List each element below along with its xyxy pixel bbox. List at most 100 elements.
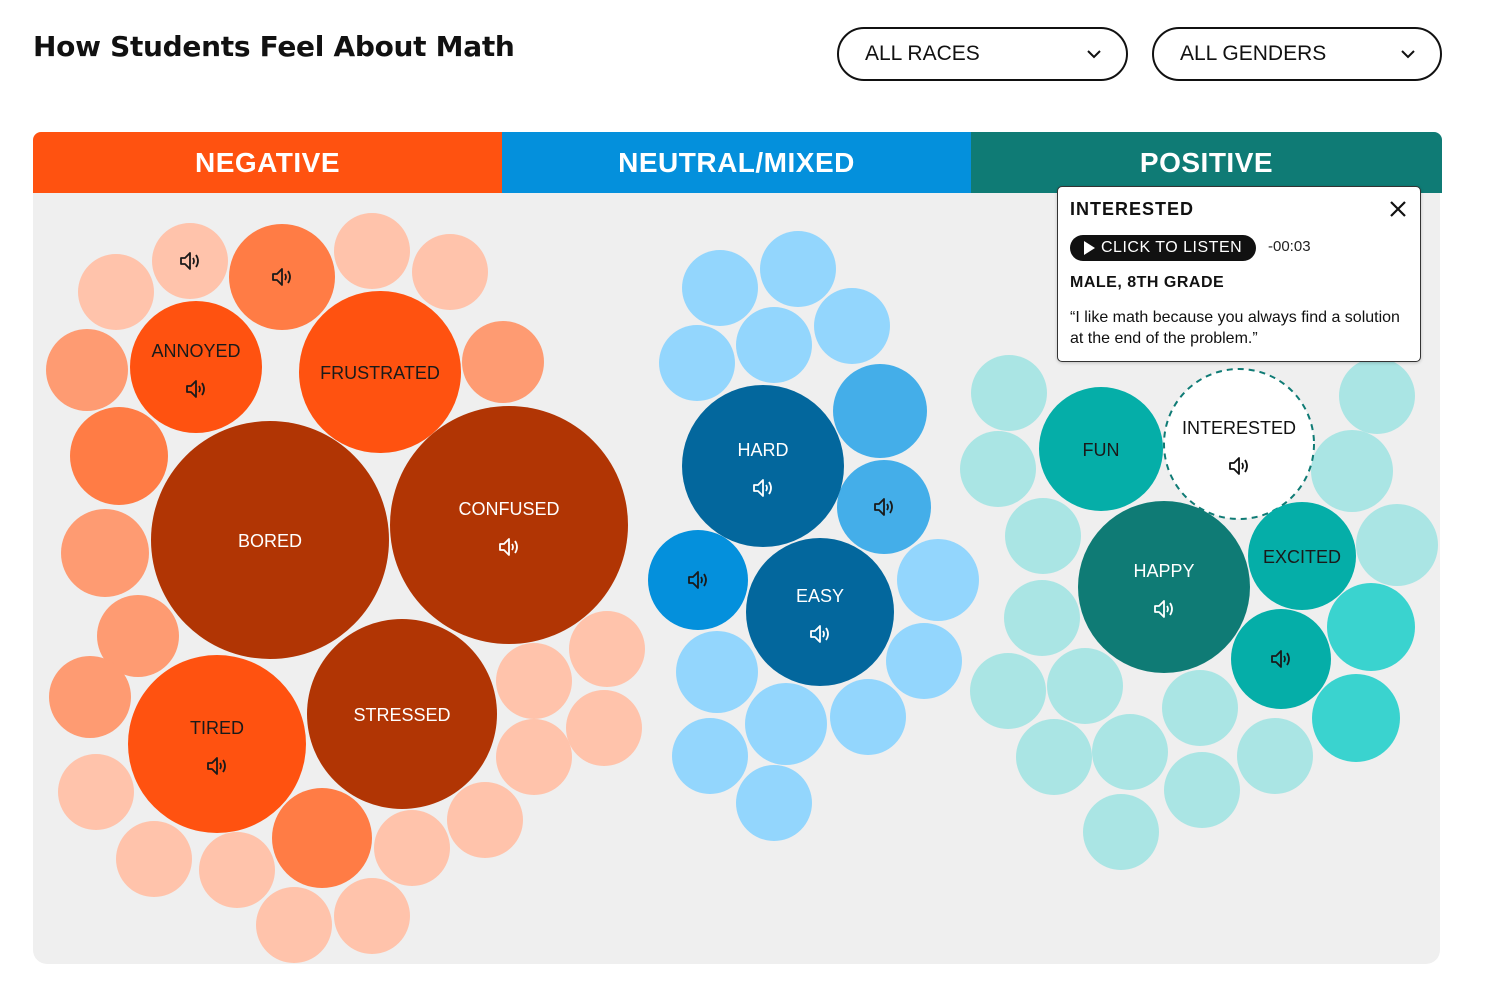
speaker-icon	[186, 380, 205, 398]
bubble-happy[interactable]: HAPPY	[1078, 501, 1250, 673]
bubble	[886, 623, 962, 699]
bubble	[116, 821, 192, 897]
gender-filter-value: ALL GENDERS	[1180, 42, 1327, 65]
bubble	[1005, 498, 1081, 574]
speaker-icon	[688, 571, 707, 589]
bubble	[97, 595, 179, 677]
bubble-label: HARD	[737, 440, 788, 460]
speaker-icon	[207, 757, 226, 775]
bubble	[199, 832, 275, 908]
bubble-frustrated[interactable]: FRUSTRATED	[299, 291, 461, 453]
bubble-label: INTERESTED	[1182, 418, 1296, 438]
respondent-quote: “I like math because you always find a s…	[1070, 309, 1400, 347]
speaker-icon	[1271, 650, 1290, 668]
labeled-bubbles: BORED CONFUSED STRESSED TIRED FRUSTRATED ANNO…	[128, 291, 1356, 833]
speaker-icon	[753, 479, 772, 497]
bubble-label: TIRED	[190, 718, 244, 738]
audio-bubble[interactable]	[648, 530, 748, 630]
bubble	[78, 254, 154, 330]
bubble	[1004, 580, 1080, 656]
bubble-easy[interactable]: EASY	[746, 538, 894, 686]
bubble	[462, 321, 544, 403]
bubble	[814, 288, 890, 364]
bubble-label: STRESSED	[353, 705, 450, 725]
speaker-icon	[810, 625, 829, 643]
bubble	[659, 325, 735, 401]
tooltip-title: INTERESTED	[1070, 199, 1195, 219]
bubble	[676, 631, 758, 713]
bubble	[960, 431, 1036, 507]
bubble	[1311, 430, 1393, 512]
bubble-excited[interactable]: EXCITED	[1248, 502, 1356, 610]
speaker-icon	[180, 252, 199, 270]
bubble	[1339, 358, 1415, 434]
speaker-icon	[1154, 600, 1173, 618]
bubble	[1327, 583, 1415, 671]
race-filter-value: ALL RACES	[865, 42, 980, 65]
category-header-negative: NEGATIVE	[33, 132, 502, 193]
audio-bubble[interactable]	[1231, 609, 1331, 709]
bubble	[58, 754, 134, 830]
bubble	[374, 810, 450, 886]
gender-filter-dropdown[interactable]: ALL GENDERS	[1152, 27, 1442, 81]
bubble	[412, 234, 488, 310]
bubble-hard[interactable]: HARD	[682, 385, 844, 547]
bubble-label: CONFUSED	[458, 499, 559, 519]
bubble	[736, 765, 812, 841]
audio-bubble[interactable]	[152, 223, 228, 299]
bubble-label: EASY	[796, 586, 844, 606]
bubble	[1047, 648, 1123, 724]
bubble-stressed[interactable]: STRESSED	[307, 619, 497, 809]
bubble-label: ANNOYED	[151, 341, 240, 361]
bubble	[897, 539, 979, 621]
bubble	[496, 643, 572, 719]
close-icon[interactable]	[1388, 199, 1408, 219]
bubble	[833, 364, 927, 458]
bubble	[447, 782, 523, 858]
bubble	[256, 887, 332, 963]
chevron-down-icon	[1401, 50, 1415, 59]
bubble-tired[interactable]: TIRED	[128, 655, 306, 833]
bubble-confused[interactable]: CONFUSED	[390, 406, 628, 644]
bubble	[272, 788, 372, 888]
bubble	[1237, 718, 1313, 794]
minor-bubbles	[46, 213, 1438, 963]
speaker-icon	[272, 268, 291, 286]
speaker-icon	[499, 538, 518, 556]
bubble	[760, 231, 836, 307]
bubble	[61, 509, 149, 597]
bubble	[334, 878, 410, 954]
bubble-fun[interactable]: FUN	[1039, 387, 1163, 511]
bubble	[496, 719, 572, 795]
click-to-listen-button[interactable]: CLICK TO LISTEN	[1070, 235, 1256, 261]
bubble-label: BORED	[238, 531, 302, 551]
audio-bubble[interactable]	[229, 224, 335, 330]
bubble-label: EXCITED	[1263, 547, 1341, 567]
bubble	[1356, 504, 1438, 586]
bubble	[1312, 674, 1400, 762]
bubble	[682, 250, 758, 326]
response-tooltip: INTERESTED CLICK TO LISTEN -00:03 MALE, …	[1057, 186, 1421, 362]
bubble	[566, 690, 642, 766]
bubble	[49, 656, 131, 738]
bubble	[334, 213, 410, 289]
bubble	[971, 355, 1047, 431]
category-header-positive: POSITIVE	[971, 132, 1442, 193]
bubble-annoyed[interactable]: ANNOYED	[130, 301, 262, 433]
audio-bubble[interactable]	[837, 460, 931, 554]
bubble	[1083, 794, 1159, 870]
bubble-interested[interactable]: INTERESTED	[1163, 368, 1315, 520]
bubble	[46, 329, 128, 411]
bubble-bored[interactable]: BORED	[151, 421, 389, 659]
race-filter-dropdown[interactable]: ALL RACES	[837, 27, 1128, 81]
bubble	[736, 307, 812, 383]
chevron-down-icon	[1087, 50, 1101, 59]
bubble-label: HAPPY	[1133, 561, 1194, 581]
bubble-label: FUN	[1083, 440, 1120, 460]
bubble-label: FRUSTRATED	[320, 363, 440, 383]
bubble	[830, 679, 906, 755]
bubble	[1092, 714, 1168, 790]
bubble	[569, 611, 645, 687]
bubble	[1162, 670, 1238, 746]
